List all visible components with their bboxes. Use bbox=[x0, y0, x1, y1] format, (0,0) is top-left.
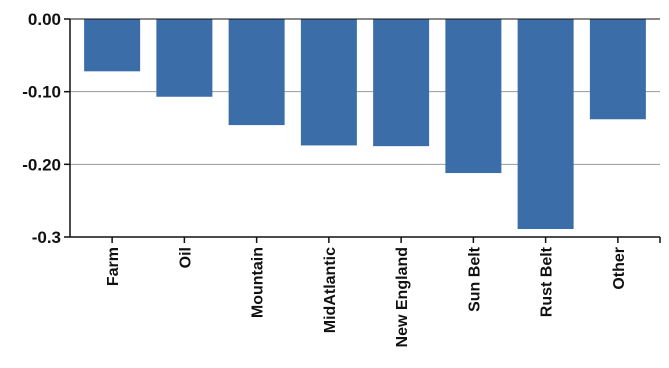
x-tick-label: Mountain bbox=[250, 247, 267, 318]
bar-other bbox=[589, 19, 646, 120]
bar-sun-belt bbox=[445, 19, 502, 174]
x-tick-label: MidAtlantic bbox=[322, 247, 339, 333]
x-tick-label: Oil bbox=[177, 247, 194, 268]
x-tick-label: Farm bbox=[105, 247, 122, 286]
bar-farm bbox=[84, 19, 141, 72]
y-tick-label: 0.00 bbox=[28, 10, 61, 29]
x-tick-label: Other bbox=[611, 247, 628, 290]
x-tick-label: New England bbox=[394, 247, 411, 347]
bar-midatlantic bbox=[300, 19, 357, 146]
y-tick-labels: 0.00 -0.10 -0.20 -0.3 bbox=[22, 10, 61, 247]
bar-new-england bbox=[373, 19, 430, 147]
x-tick-label: Rust Belt bbox=[539, 246, 556, 317]
x-tick-labels: Farm Oil Mountain MidAtlantic New England Sun… bbox=[105, 246, 628, 347]
bar-oil bbox=[156, 19, 213, 97]
y-tick-label: -0.10 bbox=[22, 83, 61, 102]
y-tick-label: -0.3 bbox=[32, 228, 61, 247]
x-tick-label: Sun Belt bbox=[466, 246, 483, 312]
axes bbox=[64, 18, 661, 243]
y-tick-label: -0.20 bbox=[22, 155, 61, 174]
bar-rust-belt bbox=[517, 19, 574, 230]
bars bbox=[84, 19, 646, 230]
bar-mountain bbox=[228, 19, 285, 126]
